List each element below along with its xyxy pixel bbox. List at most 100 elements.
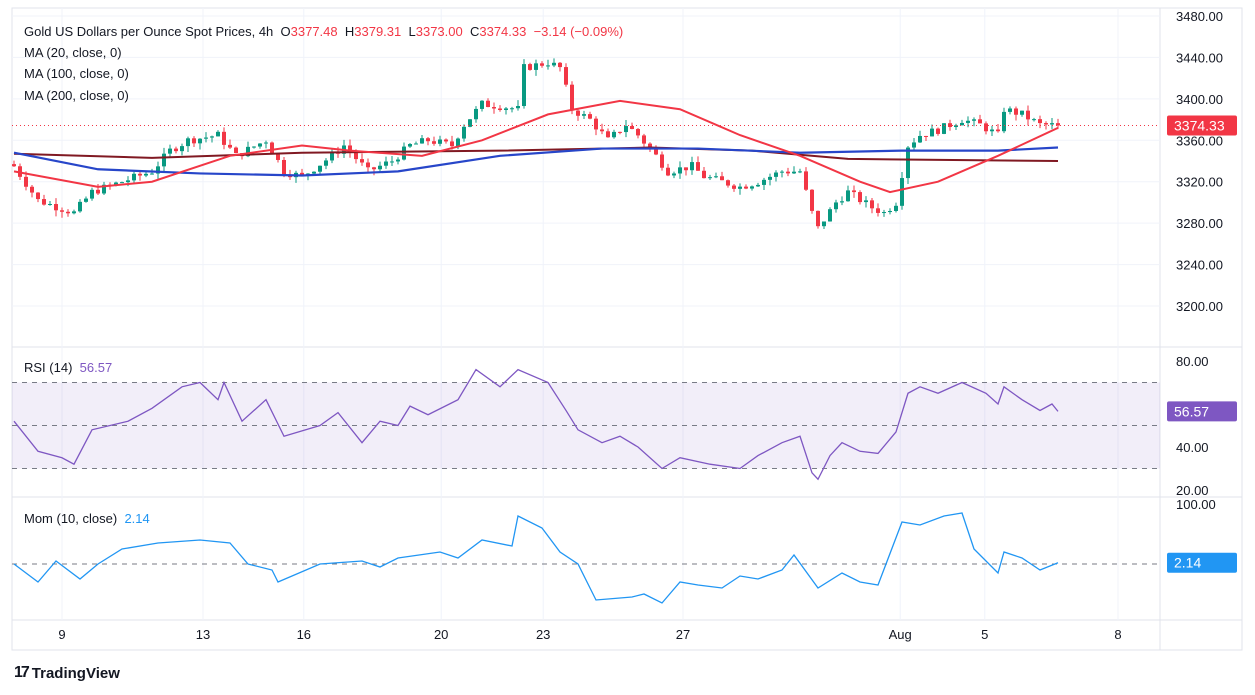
candle-body <box>888 210 892 213</box>
price-axis-label: 3200.00 <box>1176 299 1223 314</box>
candle-body <box>96 189 100 194</box>
candle-body <box>840 201 844 203</box>
candle-body <box>372 167 376 170</box>
rsi-axis-label: 40.00 <box>1176 440 1209 455</box>
candle-body <box>1002 111 1006 132</box>
candle-body <box>360 159 364 163</box>
rsi-line <box>13 368 1059 481</box>
candle-body <box>90 189 94 199</box>
candle-body <box>180 146 184 152</box>
candle-body <box>594 118 598 130</box>
candle-body <box>192 138 196 144</box>
price-axis-label: 3400.00 <box>1176 92 1223 107</box>
candle-body <box>918 135 922 143</box>
candle-body <box>486 100 490 108</box>
candle-body <box>720 176 724 181</box>
candle-body <box>678 167 682 174</box>
candle-body <box>996 129 1000 132</box>
candle-body <box>666 167 670 176</box>
candle-body <box>1026 110 1030 120</box>
candle-body <box>948 123 952 128</box>
candle-body <box>300 172 304 175</box>
high-label: H <box>344 24 355 39</box>
candle-body <box>420 138 424 144</box>
tradingview-logo-icon: 17 <box>14 664 30 681</box>
candle-body <box>414 143 418 145</box>
candle-body <box>852 190 856 193</box>
candle-body <box>690 162 694 171</box>
mom-value-badge <box>1167 552 1237 573</box>
candle-body <box>384 161 388 166</box>
candle-body <box>768 176 772 180</box>
candle-body <box>726 180 730 186</box>
candle-body <box>714 176 718 178</box>
candle-body <box>600 129 604 132</box>
price-axis-label: 3360.00 <box>1176 133 1223 148</box>
ma20-legend[interactable]: MA (20, close, 0) <box>24 45 122 60</box>
candle-body <box>804 171 808 190</box>
time-axis-label: 9 <box>58 627 65 642</box>
candle-body <box>588 114 592 119</box>
candle-body <box>24 176 28 187</box>
candle-body <box>972 119 976 121</box>
candle-body <box>552 62 556 66</box>
rsi-legend[interactable]: RSI (14) 56.57 <box>24 360 112 375</box>
mom-legend[interactable]: Mom (10, close) 2.14 <box>24 511 150 526</box>
candle-body <box>978 119 982 124</box>
candle-body <box>228 144 232 148</box>
candle-body <box>12 164 16 167</box>
candle-body <box>792 171 796 174</box>
candle-body <box>210 136 214 138</box>
candle-body <box>756 184 760 187</box>
mom-line <box>13 512 1059 604</box>
candle-body <box>366 162 370 168</box>
candle-body <box>822 221 826 227</box>
candle-body <box>498 108 502 111</box>
candle-body <box>120 182 124 184</box>
candle-body <box>546 65 550 67</box>
candle-body <box>408 143 412 147</box>
candle-body <box>522 64 526 107</box>
candle-body <box>324 160 328 166</box>
last-price-badge-text: 3374.33 <box>1174 117 1225 133</box>
candle-body <box>162 153 166 167</box>
candle-body <box>276 153 280 160</box>
candle-body <box>798 171 802 173</box>
mom-value: 2.14 <box>124 511 150 526</box>
candle-body <box>252 146 256 148</box>
candle-body <box>708 177 712 179</box>
candle-body <box>942 123 946 134</box>
high-value: 3379.31 <box>354 24 402 39</box>
candle-body <box>900 178 904 206</box>
ma20-line <box>13 99 1059 194</box>
rsi-value: 56.57 <box>79 360 113 375</box>
candle-body <box>312 171 316 174</box>
candle-body <box>42 199 46 205</box>
symbol-legend: Gold US Dollars per Ounce Spot Prices, 4… <box>24 24 623 39</box>
candle-body <box>126 180 130 183</box>
tradingview-logo[interactable]: 17 TradingView <box>14 664 120 682</box>
candle-body <box>468 119 472 127</box>
candle-body <box>462 126 466 139</box>
candle-body <box>234 147 238 154</box>
candle-body <box>1056 123 1060 126</box>
ma200-legend[interactable]: MA (200, close, 0) <box>24 88 129 103</box>
candle-body <box>480 100 484 109</box>
open-value: 3377.48 <box>290 24 338 39</box>
candle-body <box>30 186 34 193</box>
time-axis-label: Aug <box>889 627 912 642</box>
candle-body <box>1038 119 1042 124</box>
time-axis-label: 20 <box>434 627 448 642</box>
candle-body <box>504 108 508 111</box>
candle-body <box>168 148 172 154</box>
candle-body <box>1050 123 1054 125</box>
close-label: C <box>469 24 480 39</box>
candle-body <box>48 203 52 205</box>
candle-body <box>960 122 964 126</box>
ma100-legend[interactable]: MA (100, close, 0) <box>24 66 129 81</box>
candle-body <box>318 165 322 172</box>
candle-body <box>930 128 934 137</box>
time-axis-label: 27 <box>676 627 690 642</box>
